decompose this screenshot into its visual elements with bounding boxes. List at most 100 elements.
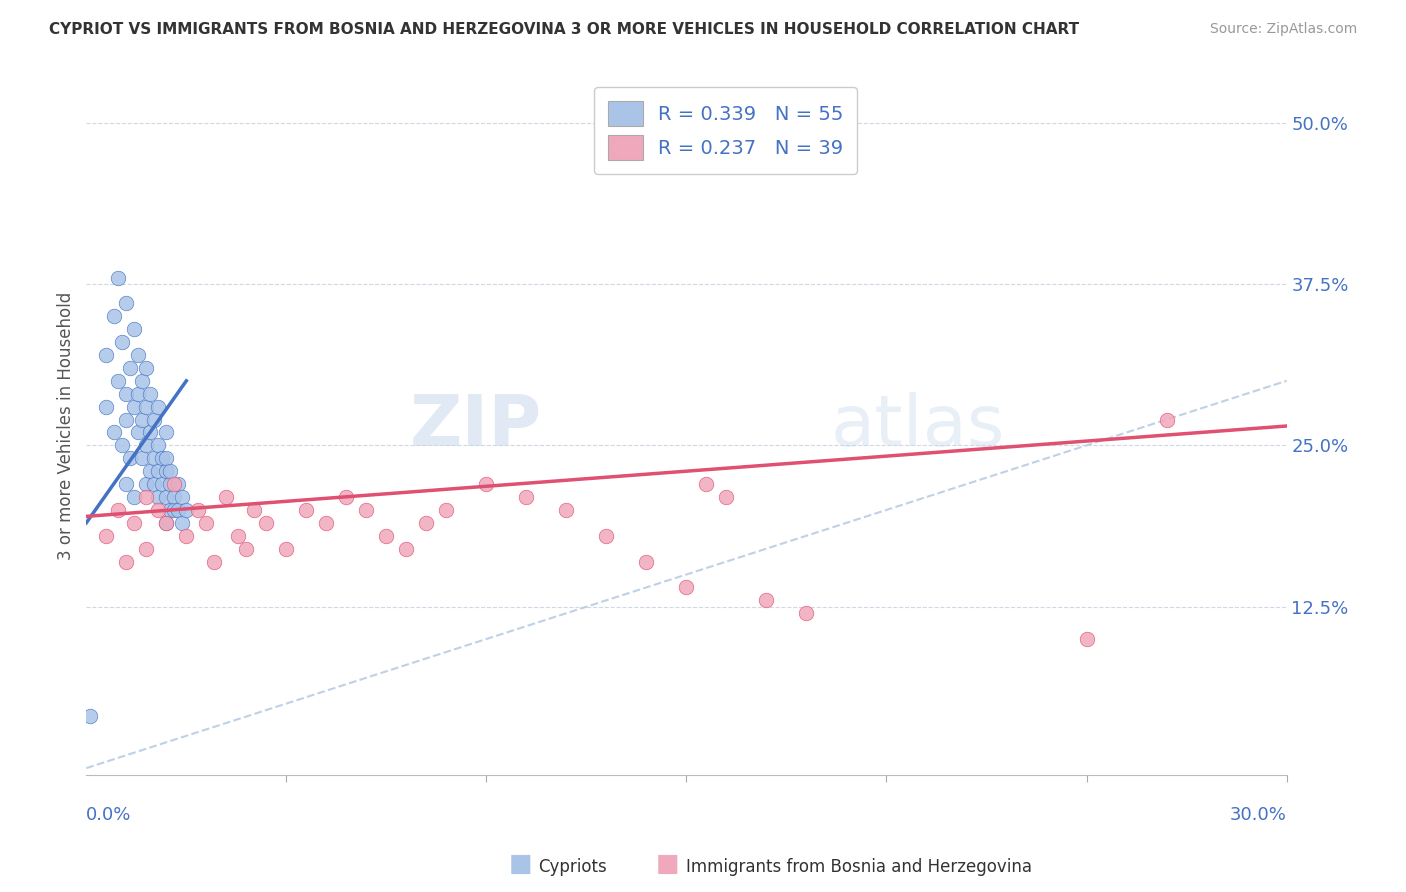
Point bbox=[716, 490, 738, 504]
Point bbox=[202, 555, 225, 569]
Text: Source: ZipAtlas.com: Source: ZipAtlas.com bbox=[1209, 22, 1357, 37]
Point bbox=[163, 490, 186, 504]
Point bbox=[143, 412, 166, 426]
Point bbox=[103, 425, 125, 440]
Point bbox=[135, 477, 157, 491]
Legend: R = 0.339   N = 55, R = 0.237   N = 39: R = 0.339 N = 55, R = 0.237 N = 39 bbox=[595, 87, 858, 174]
Point bbox=[120, 360, 142, 375]
Point bbox=[555, 503, 578, 517]
Point bbox=[195, 516, 218, 530]
Point bbox=[155, 490, 177, 504]
Point bbox=[375, 529, 398, 543]
Point bbox=[79, 709, 101, 723]
Point bbox=[176, 503, 198, 517]
Text: ■: ■ bbox=[509, 852, 531, 876]
Point bbox=[139, 425, 162, 440]
Point bbox=[131, 412, 153, 426]
Point bbox=[235, 541, 257, 556]
Point bbox=[135, 490, 157, 504]
Point bbox=[675, 580, 697, 594]
Point bbox=[243, 503, 266, 517]
Point bbox=[796, 606, 818, 620]
Point bbox=[254, 516, 277, 530]
Point bbox=[135, 438, 157, 452]
Text: ZIP: ZIP bbox=[411, 392, 543, 460]
Point bbox=[124, 322, 146, 336]
Point bbox=[335, 490, 357, 504]
Text: atlas: atlas bbox=[831, 392, 1005, 460]
Point bbox=[228, 529, 250, 543]
Point bbox=[295, 503, 318, 517]
Point bbox=[111, 335, 134, 350]
Point bbox=[1076, 632, 1098, 646]
Point bbox=[139, 386, 162, 401]
Point bbox=[127, 386, 149, 401]
Point bbox=[115, 412, 138, 426]
Point bbox=[107, 374, 129, 388]
Point bbox=[135, 400, 157, 414]
Point bbox=[143, 477, 166, 491]
Text: ■: ■ bbox=[657, 852, 679, 876]
Point bbox=[515, 490, 537, 504]
Point bbox=[131, 451, 153, 466]
Point bbox=[395, 541, 418, 556]
Point bbox=[127, 425, 149, 440]
Point bbox=[167, 477, 190, 491]
Point bbox=[143, 451, 166, 466]
Point bbox=[475, 477, 498, 491]
Point bbox=[127, 348, 149, 362]
Point bbox=[356, 503, 378, 517]
Text: CYPRIOT VS IMMIGRANTS FROM BOSNIA AND HERZEGOVINA 3 OR MORE VEHICLES IN HOUSEHOL: CYPRIOT VS IMMIGRANTS FROM BOSNIA AND HE… bbox=[49, 22, 1080, 37]
Point bbox=[1156, 412, 1178, 426]
Point bbox=[172, 516, 194, 530]
Point bbox=[636, 555, 658, 569]
Point bbox=[434, 503, 457, 517]
Point bbox=[148, 438, 170, 452]
Point bbox=[155, 425, 177, 440]
Point bbox=[315, 516, 337, 530]
Point bbox=[155, 464, 177, 478]
Point bbox=[96, 348, 118, 362]
Point bbox=[115, 555, 138, 569]
Point bbox=[148, 490, 170, 504]
Point bbox=[115, 386, 138, 401]
Point bbox=[115, 296, 138, 310]
Point bbox=[96, 400, 118, 414]
Point bbox=[120, 451, 142, 466]
Text: 30.0%: 30.0% bbox=[1230, 806, 1286, 824]
Point bbox=[124, 516, 146, 530]
Point bbox=[139, 464, 162, 478]
Point bbox=[755, 593, 778, 607]
Point bbox=[131, 374, 153, 388]
Point bbox=[172, 490, 194, 504]
Point bbox=[96, 529, 118, 543]
Point bbox=[695, 477, 717, 491]
Text: 0.0%: 0.0% bbox=[86, 806, 132, 824]
Point bbox=[150, 477, 173, 491]
Point bbox=[215, 490, 238, 504]
Point bbox=[276, 541, 298, 556]
Point bbox=[187, 503, 209, 517]
Point bbox=[124, 400, 146, 414]
Point bbox=[159, 477, 181, 491]
Point bbox=[167, 503, 190, 517]
Point bbox=[115, 477, 138, 491]
Text: Cypriots: Cypriots bbox=[538, 858, 607, 876]
Point bbox=[159, 464, 181, 478]
Point bbox=[124, 490, 146, 504]
Point bbox=[148, 464, 170, 478]
Point bbox=[150, 451, 173, 466]
Point bbox=[107, 503, 129, 517]
Point bbox=[148, 503, 170, 517]
Point bbox=[135, 360, 157, 375]
Point bbox=[176, 529, 198, 543]
Point bbox=[595, 529, 617, 543]
Point bbox=[155, 516, 177, 530]
Y-axis label: 3 or more Vehicles in Household: 3 or more Vehicles in Household bbox=[58, 292, 75, 560]
Point bbox=[135, 541, 157, 556]
Text: Immigrants from Bosnia and Herzegovina: Immigrants from Bosnia and Herzegovina bbox=[686, 858, 1032, 876]
Point bbox=[159, 503, 181, 517]
Point bbox=[111, 438, 134, 452]
Point bbox=[163, 503, 186, 517]
Point bbox=[415, 516, 437, 530]
